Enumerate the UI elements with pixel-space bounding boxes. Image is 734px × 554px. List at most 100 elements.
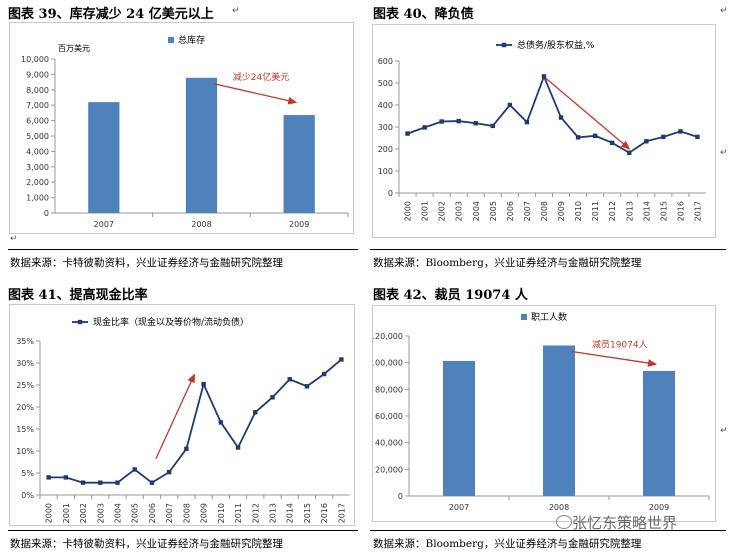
figure-40-title: 图表 40、降负债 [373, 7, 474, 22]
point-2009 [201, 381, 206, 387]
point-2010 [575, 135, 581, 140]
paragraph-mark: ↵ [10, 234, 18, 244]
point-2012 [609, 140, 615, 146]
x-tick-label: 2002 [79, 503, 88, 523]
point-2000 [405, 131, 410, 136]
y-tick-label: 25% [16, 381, 34, 390]
point-2000 [46, 475, 51, 480]
bar-2008 [185, 77, 218, 213]
figure-40-source: 数据来源：Bloomberg，兴业证券经济与金融研究院整理 [373, 257, 642, 269]
y-tick-label: 5% [21, 469, 34, 478]
x-tick-label: 2011 [234, 503, 243, 523]
x-tick-label: 2006 [148, 503, 157, 523]
chart-cash-ratio: 0% 5% 10% 15% 20% 25% 30% 35% 2000 2001 2002 2003 20… [9, 304, 355, 526]
point-2001 [422, 125, 427, 130]
x-tick-label: 2017 [693, 201, 702, 221]
y-tick-label: 6,000 [26, 117, 49, 126]
legend-label: 总债务/股东权益,% [517, 39, 595, 51]
point-2002 [80, 480, 86, 485]
x-tick-label: 2007 [449, 503, 469, 512]
x-tick-label: 2001 [62, 503, 71, 523]
x-tick-label: 2004 [472, 201, 481, 221]
legend-label: 现金比率（现金以及等价物/流动负债） [93, 316, 249, 328]
y-tick-label: 600 [378, 57, 393, 66]
figure-42-source: 数据来源：Bloomberg，兴业证券经济与金融研究院整理 [373, 538, 642, 550]
point-2017 [695, 134, 700, 140]
point-2007 [166, 469, 172, 475]
legend-label: 职工人数 [531, 311, 567, 323]
wechat-icon [556, 515, 572, 529]
figure-41-divider [8, 530, 358, 531]
trend-arrow [545, 77, 631, 150]
y-tick-label: 2,000 [26, 178, 49, 187]
chart-debt-equity-svg: 0 100 200 300 400 500 600 2000 2001 2002 2003 2004 2… [378, 39, 706, 221]
x-tick-label: 2005 [131, 503, 140, 523]
figure-39-source: 数据来源：卡特彼勒资料，兴业证券经济与金融研究院整理 [10, 257, 283, 269]
y-tick-label: 80,000 [375, 385, 403, 394]
x-tick-label: 2000 [404, 201, 413, 221]
series-line [48, 358, 342, 484]
point-2007 [524, 119, 530, 125]
x-tick-label: 2015 [659, 201, 668, 221]
point-2011 [235, 445, 241, 450]
chart-inventory: 0 1,000 2,000 3,000 4,000 5,000 6,000 7,000 8,00… [9, 22, 354, 234]
y-tick-label: 15% [16, 425, 34, 434]
point-2014 [287, 377, 292, 382]
x-tick-label: 2016 [320, 503, 329, 523]
bar-2009 [283, 115, 315, 213]
x-tick-label: 2003 [455, 201, 464, 221]
x-tick-label: 2001 [421, 201, 430, 221]
figure-42-divider [370, 530, 726, 531]
point-2001 [63, 475, 69, 480]
point-2015 [661, 134, 666, 140]
x-tick-label: 2010 [574, 201, 583, 221]
y-tick-label: 0 [398, 492, 403, 501]
y-tick-label: 3,000 [26, 163, 49, 172]
x-tick-label: 2009 [649, 503, 669, 512]
x-tick-label: 2010 [217, 503, 226, 523]
trend-arrow [155, 373, 195, 459]
annotation-label: 减少24亿美元 [233, 71, 289, 83]
x-tick-label: 2004 [114, 503, 123, 523]
y-tick-label: 120,000 [373, 332, 403, 341]
x-tick-label: 2008 [182, 503, 191, 523]
annotation-arrow [571, 350, 658, 367]
chart-employees-svg: 0 20,000 40,000 60,000 80,000 100,000 120,000 2… [373, 311, 710, 512]
x-tick-label: 2013 [625, 201, 634, 221]
point-2015 [304, 384, 310, 389]
y-tick-label: 8,000 [26, 86, 49, 95]
bar-2009 [643, 370, 675, 496]
y-tick-label: 20,000 [375, 465, 403, 474]
x-tick-label: 2007 [94, 220, 114, 229]
point-2016 [678, 129, 683, 134]
paragraph-mark: ↵ [720, 148, 728, 158]
x-tick-label: 2012 [251, 503, 260, 523]
x-tick-label: 2009 [557, 201, 566, 221]
x-tick-label: 2014 [642, 201, 651, 221]
point-2002 [439, 119, 444, 124]
x-tick-label: 2009 [289, 220, 309, 229]
x-tick-label: 2007 [523, 201, 532, 221]
x-tick-label: 2013 [269, 503, 278, 523]
y-tick-label: 0 [44, 209, 49, 218]
chart-employees: 0 20,000 40,000 60,000 80,000 100,000 120,000 2… [372, 305, 716, 522]
chart-debt-equity: 0 100 200 300 400 500 600 2000 2001 2002 2003 2004 2… [372, 24, 716, 238]
point-2004 [473, 121, 478, 126]
y-tick-label: 7,000 [26, 101, 49, 110]
x-tick-label: 2000 [45, 503, 54, 523]
legend-swatch [168, 37, 174, 43]
bar-2008 [543, 345, 575, 496]
y-tick-label: 9,000 [26, 70, 49, 79]
point-2003 [98, 480, 103, 485]
y-tick-label: 60,000 [375, 412, 403, 421]
legend-marker [77, 319, 83, 325]
legend-marker [501, 42, 507, 48]
paragraph-mark: ↵ [720, 6, 728, 16]
y-tick-label: 1,000 [26, 194, 49, 203]
y-tick-label: 400 [378, 101, 393, 110]
point-2005 [490, 123, 496, 129]
x-tick-label: 2008 [549, 503, 569, 512]
figure-39-title: 图表 39、库存减少 24 亿美元以上 [8, 7, 214, 22]
x-tick-label: 2011 [591, 201, 600, 221]
figure-40-divider [370, 249, 726, 250]
